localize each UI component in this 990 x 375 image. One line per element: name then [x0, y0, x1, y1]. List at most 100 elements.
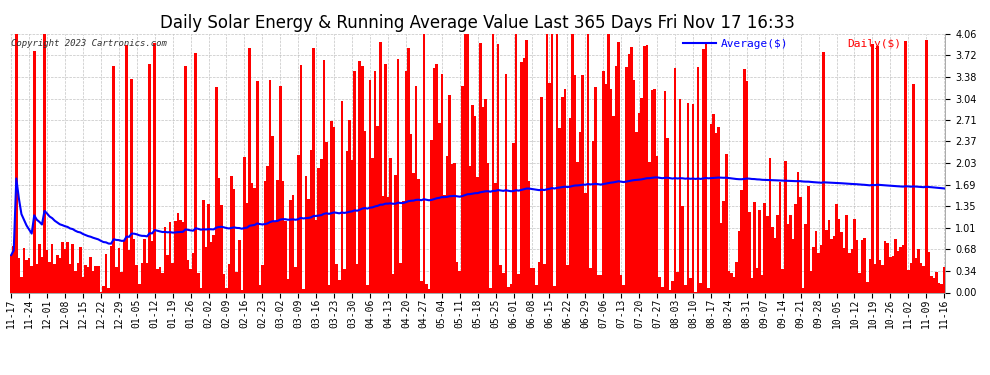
Bar	[520, 62, 523, 292]
Bar	[853, 219, 855, 292]
Bar	[402, 201, 405, 292]
Bar	[748, 212, 750, 292]
Bar	[379, 42, 381, 292]
Bar	[494, 183, 497, 292]
Bar	[28, 258, 31, 292]
Bar	[518, 274, 520, 292]
Bar	[284, 220, 287, 292]
Bar	[674, 68, 676, 292]
Bar	[671, 281, 674, 292]
Bar	[638, 114, 641, 292]
Bar	[381, 196, 384, 292]
Bar	[397, 59, 400, 292]
Bar	[786, 224, 789, 292]
Bar	[218, 178, 220, 292]
Bar	[455, 262, 458, 292]
Bar	[144, 239, 146, 292]
Bar	[350, 160, 353, 292]
Bar	[720, 223, 723, 292]
Bar	[115, 267, 118, 292]
Bar	[374, 71, 376, 292]
Bar	[631, 46, 633, 292]
Bar	[645, 45, 648, 292]
Bar	[318, 168, 320, 292]
Bar	[412, 174, 415, 292]
Bar	[850, 249, 853, 292]
Bar	[633, 80, 636, 292]
Bar	[26, 260, 28, 292]
Bar	[458, 272, 461, 292]
Bar	[202, 200, 205, 292]
Bar	[942, 267, 945, 292]
Bar	[866, 282, 868, 292]
Bar	[46, 249, 49, 292]
Bar	[741, 190, 742, 292]
Bar	[797, 172, 799, 292]
Bar	[605, 84, 607, 292]
Bar	[297, 155, 300, 292]
Bar	[166, 255, 169, 292]
Bar	[279, 86, 281, 292]
Bar	[558, 128, 561, 292]
Bar	[346, 152, 348, 292]
Bar	[271, 136, 274, 292]
Bar	[510, 284, 512, 292]
Bar	[38, 244, 41, 292]
Bar	[750, 278, 753, 292]
Title: Daily Solar Energy & Running Average Value Last 365 Days Fri Nov 17 16:33: Daily Solar Energy & Running Average Val…	[160, 14, 795, 32]
Bar	[810, 272, 812, 292]
Bar	[531, 268, 533, 292]
Bar	[325, 142, 328, 292]
Bar	[305, 176, 307, 292]
Bar	[879, 260, 881, 292]
Bar	[181, 222, 184, 292]
Bar	[466, 34, 468, 292]
Bar	[307, 200, 310, 292]
Bar	[92, 271, 94, 292]
Bar	[589, 268, 592, 292]
Bar	[692, 104, 694, 292]
Bar	[10, 255, 13, 292]
Bar	[336, 264, 338, 292]
Bar	[487, 163, 489, 292]
Bar	[368, 80, 371, 292]
Bar	[61, 242, 63, 292]
Bar	[933, 278, 936, 292]
Bar	[855, 240, 858, 292]
Bar	[545, 34, 548, 292]
Bar	[889, 257, 892, 292]
Bar	[625, 68, 628, 292]
Bar	[120, 272, 123, 292]
Bar	[474, 116, 476, 292]
Bar	[446, 156, 448, 292]
Bar	[874, 264, 876, 292]
Bar	[438, 123, 441, 292]
Bar	[502, 273, 505, 292]
Text: Average($): Average($)	[721, 39, 788, 49]
Bar	[610, 89, 612, 292]
Bar	[23, 248, 26, 292]
Bar	[497, 44, 500, 292]
Bar	[679, 99, 681, 292]
Bar	[799, 197, 802, 292]
Bar	[661, 287, 663, 292]
Bar	[131, 80, 133, 292]
Bar	[745, 81, 748, 292]
Bar	[599, 275, 602, 292]
Bar	[641, 98, 643, 292]
Bar	[681, 206, 684, 292]
Bar	[663, 91, 666, 292]
Bar	[118, 248, 120, 292]
Bar	[328, 285, 331, 292]
Bar	[623, 285, 625, 292]
Bar	[89, 257, 92, 292]
Bar	[858, 273, 861, 292]
Bar	[776, 214, 779, 292]
Bar	[441, 75, 444, 292]
Bar	[553, 286, 555, 292]
Bar	[815, 231, 818, 292]
Bar	[566, 265, 568, 292]
Bar	[705, 44, 707, 292]
Bar	[676, 272, 679, 292]
Bar	[833, 236, 836, 292]
